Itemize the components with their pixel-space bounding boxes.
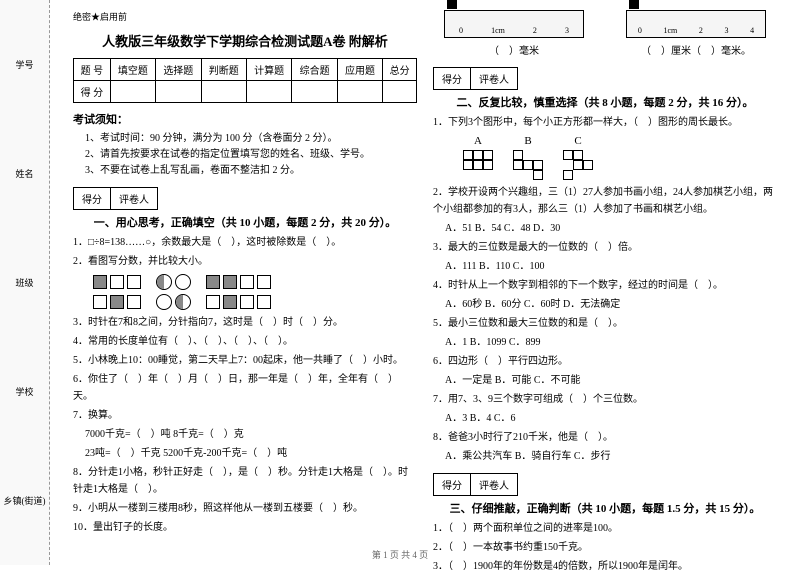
question: 4．时针从上一个数字到相邻的下一个数字，经过的时间是（ ）。 (433, 277, 777, 294)
question: 3．时针在7和8之间，分针指向7，这时是（ ）时（ ）分。 (73, 314, 417, 331)
sidebar-field: 学号 (15, 58, 33, 71)
question: 7．用7、3、9三个数字可组成（ ）个三位数。 (433, 391, 777, 408)
options: A．60秒 B．60分 C．60时 D．无法确定 (445, 296, 777, 313)
question: 3．最大的三位数是最大的一位数的（ ）倍。 (433, 239, 777, 256)
sidebar-field: 班级 (15, 276, 33, 289)
section-score-box: 得分 评卷人 (433, 473, 777, 496)
notice-list: 1、考试时间：90 分钟，满分为 100 分（含卷面分 2 分）。 2、请首先按… (85, 131, 417, 179)
options: A．1 B．1099 C．899 (445, 334, 777, 351)
question: 5．最小三位数和最大三位数的和是（ ）。 (433, 315, 777, 332)
question-sub: 7000千克=（ ）吨 8千克=（ ）克 (85, 426, 417, 443)
question: 3．（ ）1900年的年份数是4的倍数，所以1900年是闰年。 (433, 558, 777, 575)
question: 6．四边形（ ）平行四边形。 (433, 353, 777, 370)
question: 1．（ ）两个面积单位之间的进率是100。 (433, 520, 777, 537)
question: 4．常用的长度单位有（ ）、（ ）、（ ）、（ ）。 (73, 333, 417, 350)
binding-sidebar: 学号 姓名 班级 学校 乡镇(街道) (0, 0, 50, 565)
question: 1．下列3个图形中，每个小正方形都一样大，（ ）图形的周长最长。 (433, 114, 777, 131)
grader-label: 评卷人 (111, 188, 157, 209)
secret-mark: 绝密★启用前 (73, 10, 417, 23)
exam-page: 学号 姓名 班级 学校 乡镇(街道) 绝密★启用前 人教版三年级数学下学期综合检… (0, 0, 800, 565)
question: 10．量出钉子的长度。 (73, 519, 417, 536)
section2-title: 二、反复比较，慎重选择（共 8 小题，每题 2 分，共 16 分）。 (433, 94, 777, 110)
score-summary-table: 题 号 填空题 选择题 判断题 计算题 综合题 应用题 总分 得 分 (73, 58, 417, 103)
question: 2．（ ）一本故事书约重150千克。 (433, 539, 777, 556)
fraction-shapes (93, 274, 417, 290)
question: 5．小林晚上10：00睡觉，第二天早上7：00起床，他一共睡了（ ）小时。 (73, 352, 417, 369)
question: 2．看图写分数，并比较大小。 (73, 253, 417, 270)
options: A．乘公共汽车 B．骑自行车 C．步行 (445, 448, 777, 465)
ruler-2: 0 1cm 2 3 4 （ ）厘米（ ）毫米。 (615, 10, 777, 57)
section-score-box: 得分 评卷人 (433, 67, 777, 90)
section-score-box: 得分 评卷人 (73, 187, 417, 210)
shape-options: A B C (463, 135, 777, 180)
score-label: 得分 (74, 188, 111, 209)
th: 综合题 (292, 59, 337, 81)
fraction-shapes-row2 (93, 294, 417, 310)
exam-title: 人教版三年级数学下学期综合检测试题A卷 附解析 (73, 31, 417, 50)
section1-title: 一、用心思考，正确填空（共 10 小题，每题 2 分，共 20 分）。 (73, 214, 417, 230)
notice-heading: 考试须知： (73, 111, 417, 127)
th: 总分 (383, 59, 417, 81)
notice-item: 2、请首先按要求在试卷的指定位置填写您的姓名、班级、学号。 (85, 147, 417, 163)
score-label: 得分 (434, 474, 471, 495)
sidebar-field: 姓名 (15, 167, 33, 180)
ruler-label: （ ）毫米 (433, 42, 595, 57)
page-footer: 第 1 页 共 4 页 (372, 548, 428, 561)
ruler-1: 0 1cm 2 3 （ ）毫米 (433, 10, 595, 57)
notice-item: 3、不要在试卷上乱写乱画，卷面不整洁扣 2 分。 (85, 163, 417, 179)
grader-label: 评卷人 (471, 68, 517, 89)
th: 应用题 (337, 59, 382, 81)
th: 选择题 (156, 59, 201, 81)
td (110, 81, 155, 103)
score-label: 得分 (434, 68, 471, 89)
th: 填空题 (110, 59, 155, 81)
ruler-label: （ ）厘米（ ）毫米。 (615, 42, 777, 57)
notice-item: 1、考试时间：90 分钟，满分为 100 分（含卷面分 2 分）。 (85, 131, 417, 147)
options: A．51 B．54 C．48 D．30 (445, 220, 777, 237)
content-area: 绝密★启用前 人教版三年级数学下学期综合检测试题A卷 附解析 题 号 填空题 选… (50, 0, 800, 565)
question: 1．□÷8=138……○，余数最大是（ ），这时被除数是（ ）。 (73, 234, 417, 251)
question: 9．小明从一楼到三楼用8秒，照这样他从一楼到五楼要（ ）秒。 (73, 500, 417, 517)
ruler-row: 0 1cm 2 3 （ ）毫米 0 1cm 2 3 (433, 10, 777, 57)
grader-label: 评卷人 (471, 474, 517, 495)
th: 判断题 (201, 59, 246, 81)
options: A．111 B．110 C．100 (445, 258, 777, 275)
th: 题 号 (74, 59, 111, 81)
question: 2．学校开设两个兴趣组，三（1）27人参加书画小组，24人参加棋艺小组，两个小组… (433, 184, 777, 218)
options: A．一定是 B．可能 C．不可能 (445, 372, 777, 389)
th: 计算题 (246, 59, 291, 81)
question-sub: 23吨=（ ）千克 5200千克-200千克=（ ）吨 (85, 445, 417, 462)
question: 8．分针走1小格，秒针正好走（ ），是（ ）秒。分针走1大格是（ ）。时针走1大… (73, 464, 417, 498)
question: 8．爸爸3小时行了210千米，他是（ ）。 (433, 429, 777, 446)
right-column: 0 1cm 2 3 （ ）毫米 0 1cm 2 3 (425, 10, 785, 555)
question: 6．你住了（ ）年（ ）月（ ）日，那一年是（ ）年，全年有（ ）天。 (73, 371, 417, 405)
sidebar-field: 学校 (15, 385, 33, 398)
options: A．3 B．4 C．6 (445, 410, 777, 427)
section3-title: 三、仔细推敲，正确判断（共 10 小题，每题 1.5 分，共 15 分）。 (433, 500, 777, 516)
sidebar-field: 乡镇(街道) (4, 494, 46, 507)
left-column: 绝密★启用前 人教版三年级数学下学期综合检测试题A卷 附解析 题 号 填空题 选… (65, 10, 425, 555)
question: 7．换算。 (73, 407, 417, 424)
td: 得 分 (74, 81, 111, 103)
